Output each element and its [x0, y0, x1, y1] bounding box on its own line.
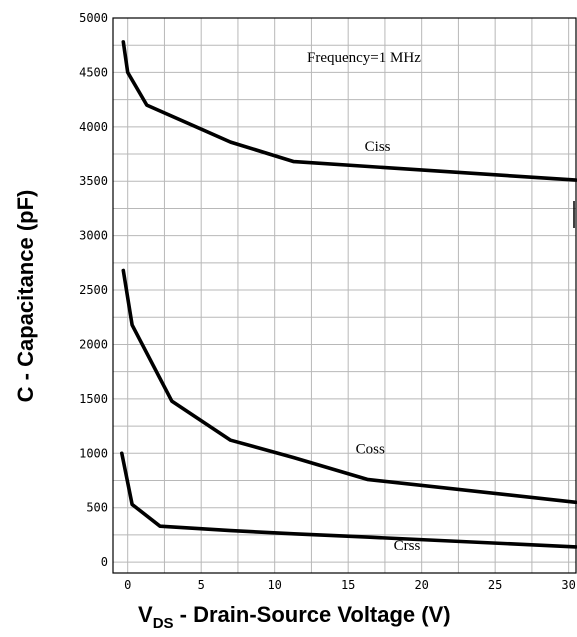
- y-tick-label: 5000: [79, 11, 108, 25]
- series-lines: [120, 40, 577, 549]
- y-axis-title: C - Capacitance (pF): [13, 190, 38, 403]
- y-tick-labels: 0 500 1000 1500 2000 2500 3000 3500 4000 4500 5000: [79, 11, 108, 569]
- x-axis-title: VDS - Drain-Source Voltage (V): [138, 602, 451, 632]
- x-tick-label: 5: [198, 578, 205, 592]
- x-tick-label: 10: [267, 578, 281, 592]
- y-tick-label: 3500: [79, 174, 108, 188]
- x-axis-title-subscript: DS: [153, 615, 174, 632]
- series-line-ciss: [121, 40, 577, 182]
- x-tick-label: 25: [488, 578, 502, 592]
- y-tick-label: 4500: [79, 65, 108, 79]
- series-label-crss: Crss: [394, 538, 421, 554]
- series-labels: Ciss Coss Crss: [356, 139, 421, 554]
- x-axis-title-main: V: [138, 602, 153, 627]
- series-line-crss: [120, 451, 577, 549]
- frequency-annotation: Frequency=1 MHz: [307, 50, 421, 66]
- x-axis-title-rest: - Drain-Source Voltage (V): [174, 602, 451, 627]
- x-tick-label: 20: [414, 578, 428, 592]
- series-label-ciss: Ciss: [365, 139, 391, 155]
- x-tick-label: 30: [561, 578, 575, 592]
- plot-frame: [112, 17, 577, 574]
- y-tick-label: 0: [101, 555, 108, 569]
- y-tick-label: 1000: [79, 446, 108, 460]
- y-tick-label: 3000: [79, 229, 108, 243]
- y-tick-label: 4000: [79, 120, 108, 134]
- x-tick-label: 0: [124, 578, 131, 592]
- y-tick-label: 2500: [79, 283, 108, 297]
- y-tick-label: 2000: [79, 337, 108, 351]
- y-tick-label: 500: [86, 501, 108, 515]
- x-tick-labels: 0 5 10 15 20 25 30: [124, 578, 576, 592]
- grid: [113, 18, 576, 573]
- x-tick-label: 15: [341, 578, 355, 592]
- y-tick-label: 1500: [79, 392, 108, 406]
- series-label-coss: Coss: [356, 441, 385, 457]
- series-line-coss: [121, 268, 577, 505]
